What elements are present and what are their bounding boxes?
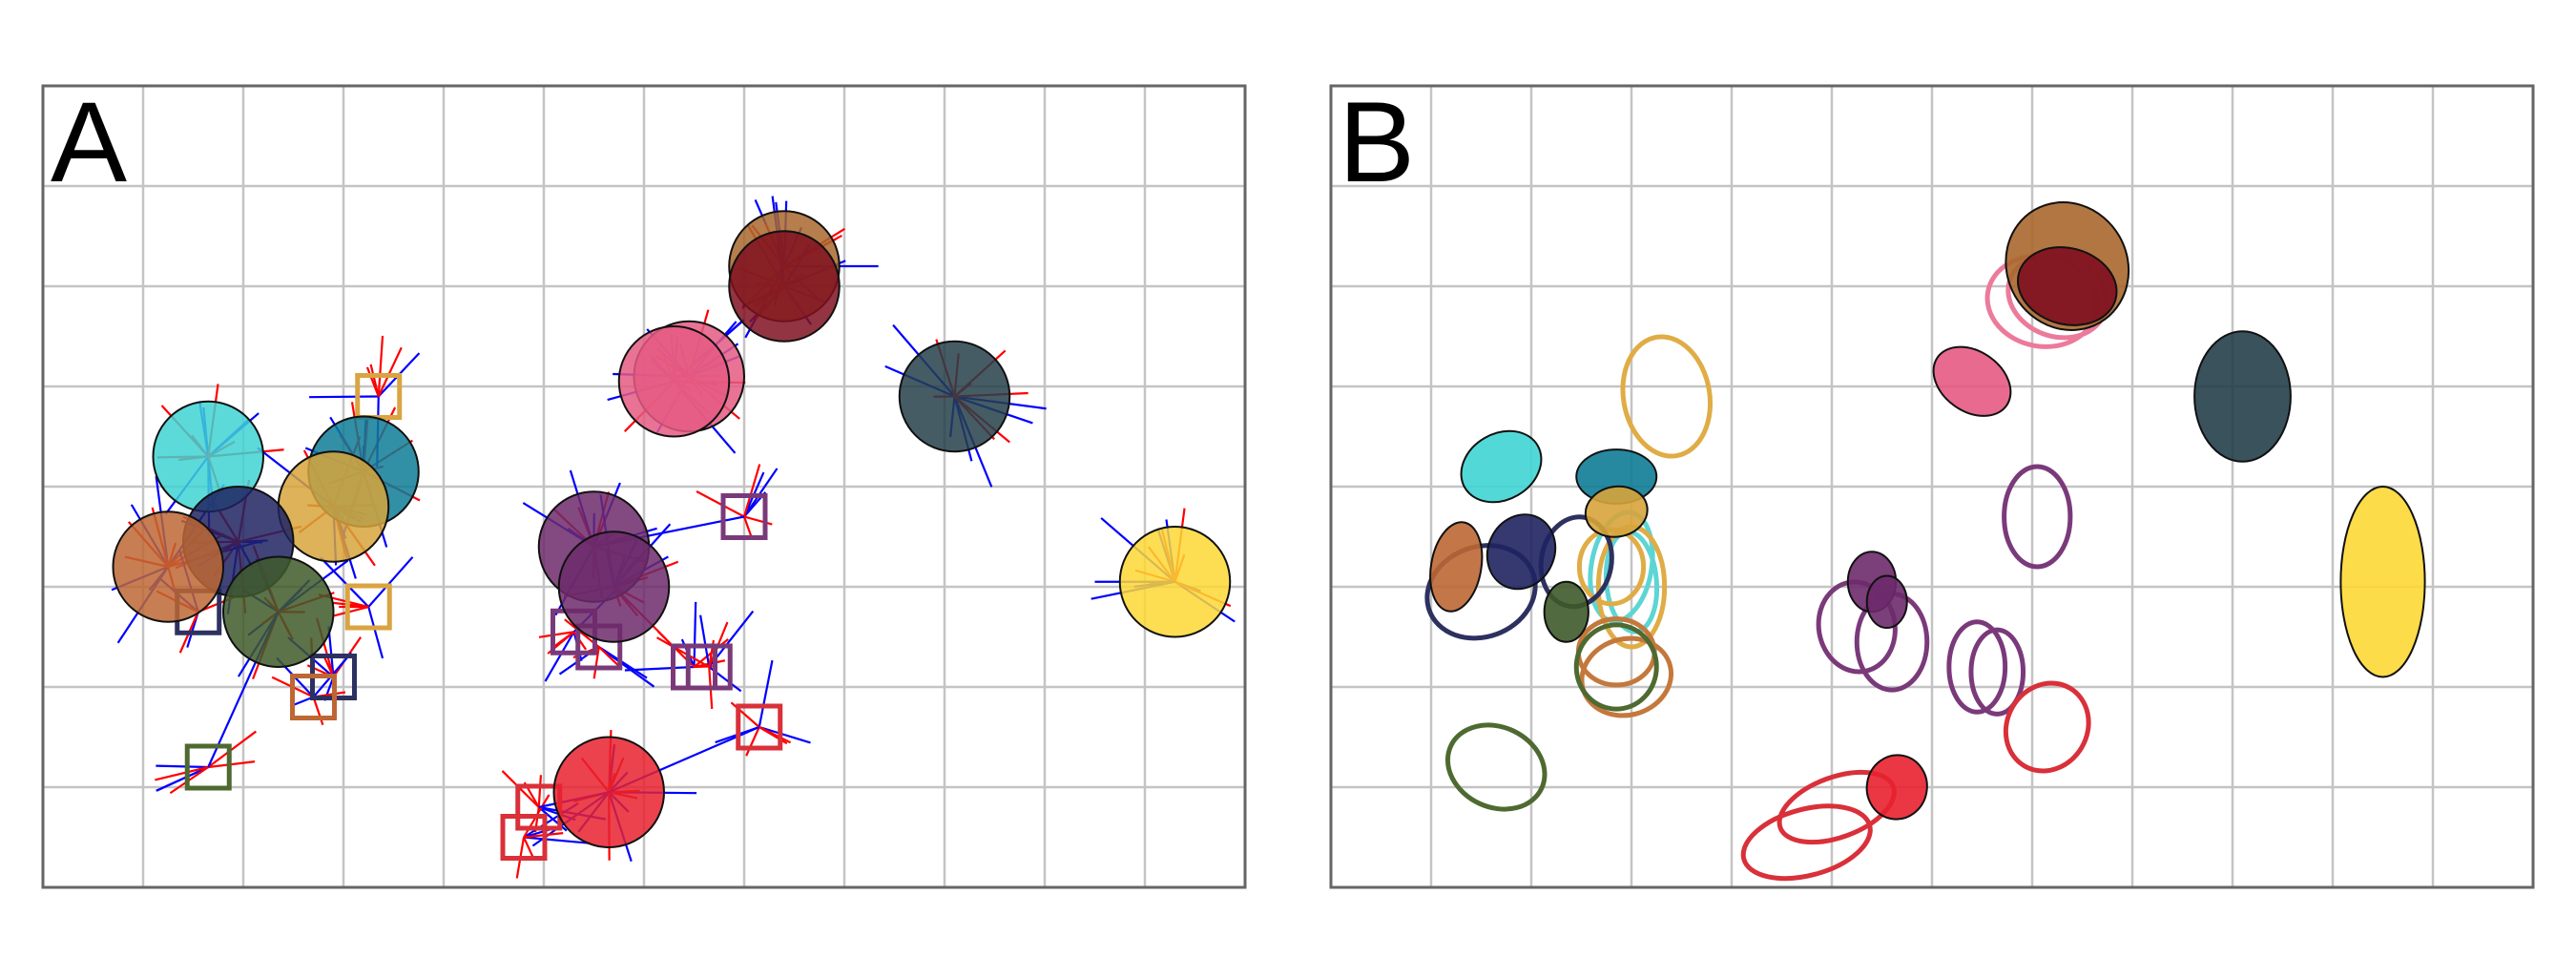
circle-marker (223, 557, 334, 668)
circle-marker (729, 231, 840, 342)
vector-ray-red (502, 771, 538, 807)
vector-ray-red (334, 607, 368, 615)
filled-ellipse (1861, 750, 1932, 823)
circle-marker (554, 738, 665, 848)
filled-ellipse (1921, 333, 2024, 430)
vector-ray-red (695, 666, 716, 667)
vector-ray-red (524, 838, 532, 857)
circle-marker (900, 342, 1010, 452)
vector-ray-blue (695, 602, 696, 667)
outline-ellipse (1990, 668, 2105, 786)
filled-ellipse (1448, 417, 1554, 516)
vector-ray-red (599, 647, 619, 666)
vector-ray-blue (744, 468, 778, 517)
panel-a: A (43, 78, 1245, 887)
vector-ray-red (539, 775, 541, 807)
vector-ray-red (314, 697, 323, 725)
panel-a-marks (114, 211, 1231, 858)
outline-ellipse (1613, 330, 1719, 464)
circle-marker (1120, 527, 1231, 637)
filled-ellipse (2340, 487, 2424, 677)
vector-ray-red (744, 517, 772, 525)
filled-ellipse (2194, 331, 2291, 462)
vector-ray-blue (759, 660, 773, 727)
vector-ray-blue (309, 397, 379, 398)
circle-marker (559, 531, 670, 642)
filled-ellipse (1545, 582, 1589, 642)
circle-marker (114, 511, 224, 622)
outline-ellipse (1434, 710, 1559, 825)
vector-ray-blue (156, 766, 208, 767)
filled-ellipse (1423, 518, 1488, 615)
vector-ray-blue (625, 667, 695, 670)
filled-ellipse (1867, 575, 1907, 628)
panel-b-label: B (1339, 78, 1415, 206)
circle-marker (279, 451, 389, 562)
outline-ellipse (2005, 467, 2070, 567)
panel-b: B (1331, 78, 2533, 891)
vector-ray-blue (368, 607, 383, 658)
outline-ellipse (1578, 619, 1654, 685)
panel-a-label: A (51, 78, 127, 206)
circle-marker (619, 326, 730, 437)
